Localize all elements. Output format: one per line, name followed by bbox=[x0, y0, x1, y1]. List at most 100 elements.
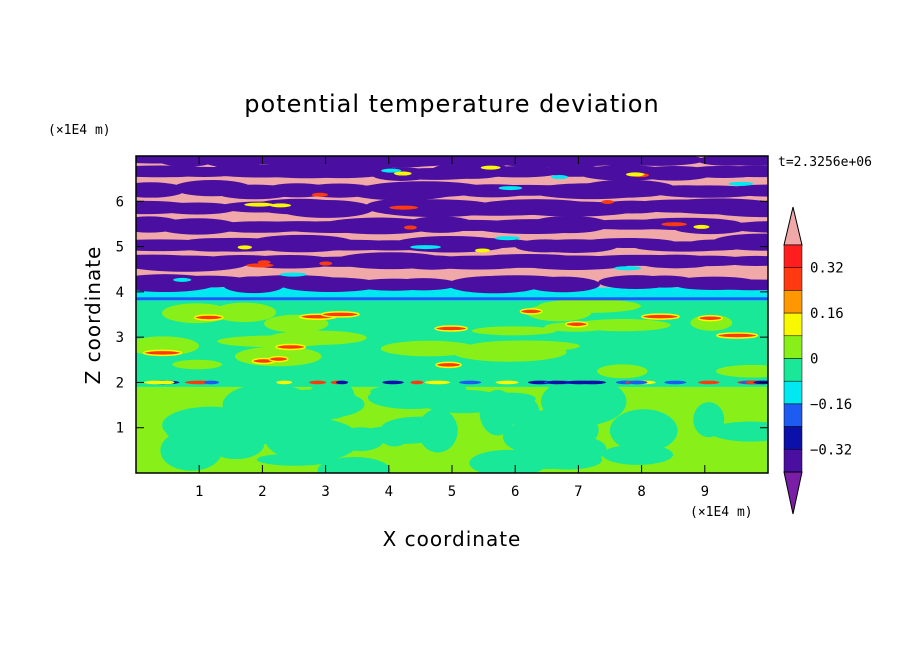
field-patch bbox=[410, 245, 441, 250]
field-patch bbox=[565, 320, 589, 328]
field-band-blob bbox=[529, 215, 610, 234]
field-blob bbox=[162, 406, 260, 444]
field-band-blob bbox=[278, 199, 374, 218]
x-axis: 1 2 3 4 5 6 7 8 9 bbox=[195, 156, 709, 500]
field-band-blob bbox=[431, 238, 533, 249]
field-band-blob bbox=[224, 156, 333, 165]
field-patch bbox=[193, 314, 224, 321]
field-patch bbox=[275, 343, 307, 351]
field-patch bbox=[279, 272, 307, 277]
field-patch bbox=[142, 349, 183, 357]
field-patch bbox=[601, 200, 614, 205]
colorbar-segment bbox=[783, 426, 803, 450]
x-tick-label: 3 bbox=[321, 484, 329, 500]
field-patch bbox=[698, 380, 720, 385]
colorbar-segment bbox=[783, 290, 803, 314]
field-patch bbox=[276, 380, 293, 385]
field-patch bbox=[311, 192, 328, 197]
x-tick-label: 9 bbox=[701, 484, 709, 500]
field-band-blob bbox=[526, 276, 600, 293]
field-blob bbox=[259, 408, 335, 445]
field-patch bbox=[237, 245, 252, 250]
field-patch bbox=[435, 361, 462, 369]
field-patch bbox=[246, 263, 274, 268]
y-axis: 1 2 3 4 5 6 bbox=[116, 194, 768, 437]
x-axis-label: X coordinate bbox=[383, 527, 522, 551]
field-blob bbox=[693, 402, 725, 438]
field-band-blob bbox=[373, 156, 469, 167]
field-blob bbox=[609, 409, 678, 452]
x-tick-label: 8 bbox=[637, 484, 645, 500]
y-tick-label: 1 bbox=[116, 421, 124, 437]
field-blob bbox=[532, 449, 603, 470]
field-blob bbox=[212, 302, 277, 323]
field-patch bbox=[335, 380, 349, 385]
field-blob bbox=[597, 364, 648, 379]
field-blob bbox=[370, 385, 431, 399]
field-band-blob bbox=[279, 277, 382, 292]
chart-title: potential temperature deviation bbox=[244, 90, 659, 118]
field-blob bbox=[526, 303, 592, 322]
field-patch bbox=[244, 202, 274, 207]
colorbar-top-triangle bbox=[783, 206, 803, 246]
y-tick-label: 3 bbox=[116, 330, 124, 346]
field-patch bbox=[309, 380, 327, 385]
field-patch bbox=[424, 380, 451, 385]
colorbar-segment bbox=[783, 312, 803, 337]
field-patch bbox=[268, 355, 289, 363]
colorbar-tick-label: 0.16 bbox=[810, 306, 844, 322]
field-patch bbox=[550, 175, 568, 180]
colorbar-segment bbox=[783, 358, 803, 382]
x-tick-label: 6 bbox=[511, 484, 519, 500]
field-band-blob bbox=[700, 165, 768, 178]
y-tick-label: 2 bbox=[116, 375, 124, 391]
colorbar-tick-label: 0.32 bbox=[810, 261, 844, 277]
field-patch bbox=[403, 225, 417, 230]
field-patch bbox=[628, 380, 648, 385]
field-blob bbox=[418, 408, 458, 453]
field-band-blob bbox=[704, 202, 768, 218]
field-patch bbox=[257, 260, 271, 265]
x-tick-label: 2 bbox=[258, 484, 266, 500]
field-patch bbox=[459, 380, 482, 385]
x-tick-label: 7 bbox=[574, 484, 582, 500]
y-unit-label: (×1E4 m) bbox=[48, 123, 111, 138]
time-label: t=2.3256e+06 bbox=[778, 155, 872, 170]
field-band-blob bbox=[136, 182, 186, 198]
field-patch bbox=[381, 168, 402, 173]
field-blob bbox=[268, 330, 367, 345]
field-patch bbox=[625, 172, 645, 177]
field-band-blob bbox=[389, 278, 457, 291]
x-unit-label: (×1E4 m) bbox=[690, 505, 753, 520]
field-blob bbox=[317, 457, 391, 473]
field-patch bbox=[519, 308, 543, 315]
field-band-blob bbox=[157, 202, 237, 215]
field-patch bbox=[480, 165, 501, 170]
y-tick-label: 5 bbox=[116, 240, 124, 256]
field-band-blob bbox=[725, 221, 768, 233]
field-band-blob bbox=[693, 279, 768, 291]
colorbar-segment bbox=[783, 449, 803, 473]
field-patch bbox=[410, 380, 424, 385]
field-blob bbox=[709, 421, 768, 442]
field-blob bbox=[337, 427, 385, 452]
field-patch bbox=[434, 325, 468, 332]
field-blob bbox=[379, 422, 410, 447]
contour-field bbox=[136, 156, 768, 473]
field-patch bbox=[203, 380, 220, 385]
x-tick-label: 4 bbox=[385, 484, 393, 500]
field-blob bbox=[469, 340, 581, 352]
field-patch bbox=[664, 380, 687, 385]
field-patch bbox=[661, 222, 687, 227]
field-patch bbox=[270, 203, 292, 208]
field-patch bbox=[173, 277, 192, 282]
field-blob bbox=[420, 389, 507, 414]
x-tick-label: 1 bbox=[195, 484, 203, 500]
field-blob bbox=[716, 364, 768, 378]
colorbar-segment bbox=[783, 335, 803, 359]
field-band-blob bbox=[288, 162, 397, 179]
field-patch bbox=[393, 171, 412, 176]
field-patch bbox=[728, 181, 754, 186]
x-tick-label: 5 bbox=[448, 484, 456, 500]
field-band-blob bbox=[673, 221, 747, 235]
